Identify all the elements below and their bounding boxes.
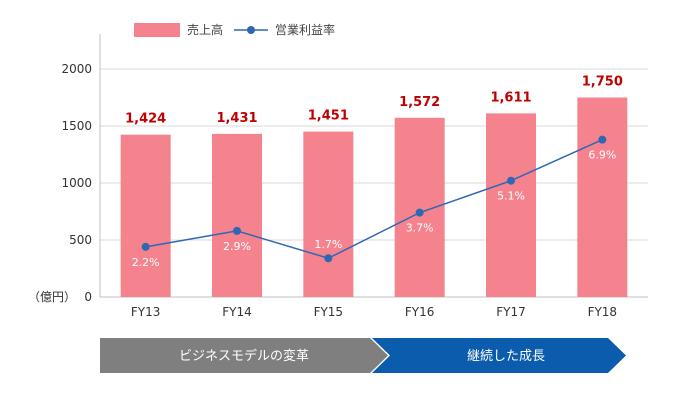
x-tick-label: FY16: [405, 305, 435, 319]
margin-value-label: 1.7%: [314, 238, 342, 251]
y-tick-label: 2000: [61, 62, 92, 76]
margin-point: [415, 208, 424, 217]
y-tick-label: 500: [69, 233, 92, 247]
margin-point: [141, 242, 150, 251]
phase-label-transformation: ビジネスモデルの変革: [179, 348, 309, 364]
phase-arrow-transformation: [100, 338, 388, 373]
margin-point: [598, 135, 607, 144]
margin-value-label: 2.2%: [132, 256, 160, 269]
phase-arrow-growth: [372, 338, 626, 373]
x-tick-label: FY18: [588, 305, 618, 319]
bar: [120, 134, 171, 297]
margin-value-label: 6.9%: [588, 149, 616, 162]
bar-value-label: 1,451: [308, 109, 349, 124]
phase-label-growth: 継続した成長: [467, 349, 545, 364]
bar: [303, 131, 354, 297]
bar-value-label: 1,572: [399, 95, 440, 110]
margin-point: [233, 226, 241, 235]
y-unit-label: （億円）: [28, 290, 76, 304]
margin-point: [507, 176, 515, 185]
bar-value-label: 1,431: [216, 111, 257, 126]
legend-marker-line: [247, 26, 255, 34]
bar-value-label: 1,611: [490, 90, 531, 105]
x-tick-label: FY17: [496, 305, 526, 319]
margin-line: [145, 138, 603, 260]
margin-point: [324, 254, 333, 263]
legend-swatch-bar: [134, 23, 180, 37]
margin-value-label: 5.1%: [497, 190, 525, 203]
bar: [212, 133, 262, 297]
bar: [577, 97, 628, 297]
y-tick-label: 1000: [61, 176, 92, 190]
x-tick-label: FY14: [222, 305, 252, 319]
margin-value-label: 3.7%: [406, 222, 434, 235]
bar: [394, 117, 445, 298]
bar-value-label: 1,424: [125, 112, 166, 127]
x-tick-label: FY13: [131, 305, 161, 319]
bar-value-label: 1,750: [582, 75, 623, 90]
y-tick-label: 1500: [61, 119, 92, 133]
legend-label-bar: 売上高: [187, 22, 223, 37]
legend-label-line: 営業利益率: [275, 22, 335, 37]
y-tick-label: 0: [84, 290, 92, 304]
bar: [486, 113, 536, 297]
margin-value-label: 2.9%: [223, 240, 251, 253]
x-tick-label: FY15: [314, 305, 344, 319]
